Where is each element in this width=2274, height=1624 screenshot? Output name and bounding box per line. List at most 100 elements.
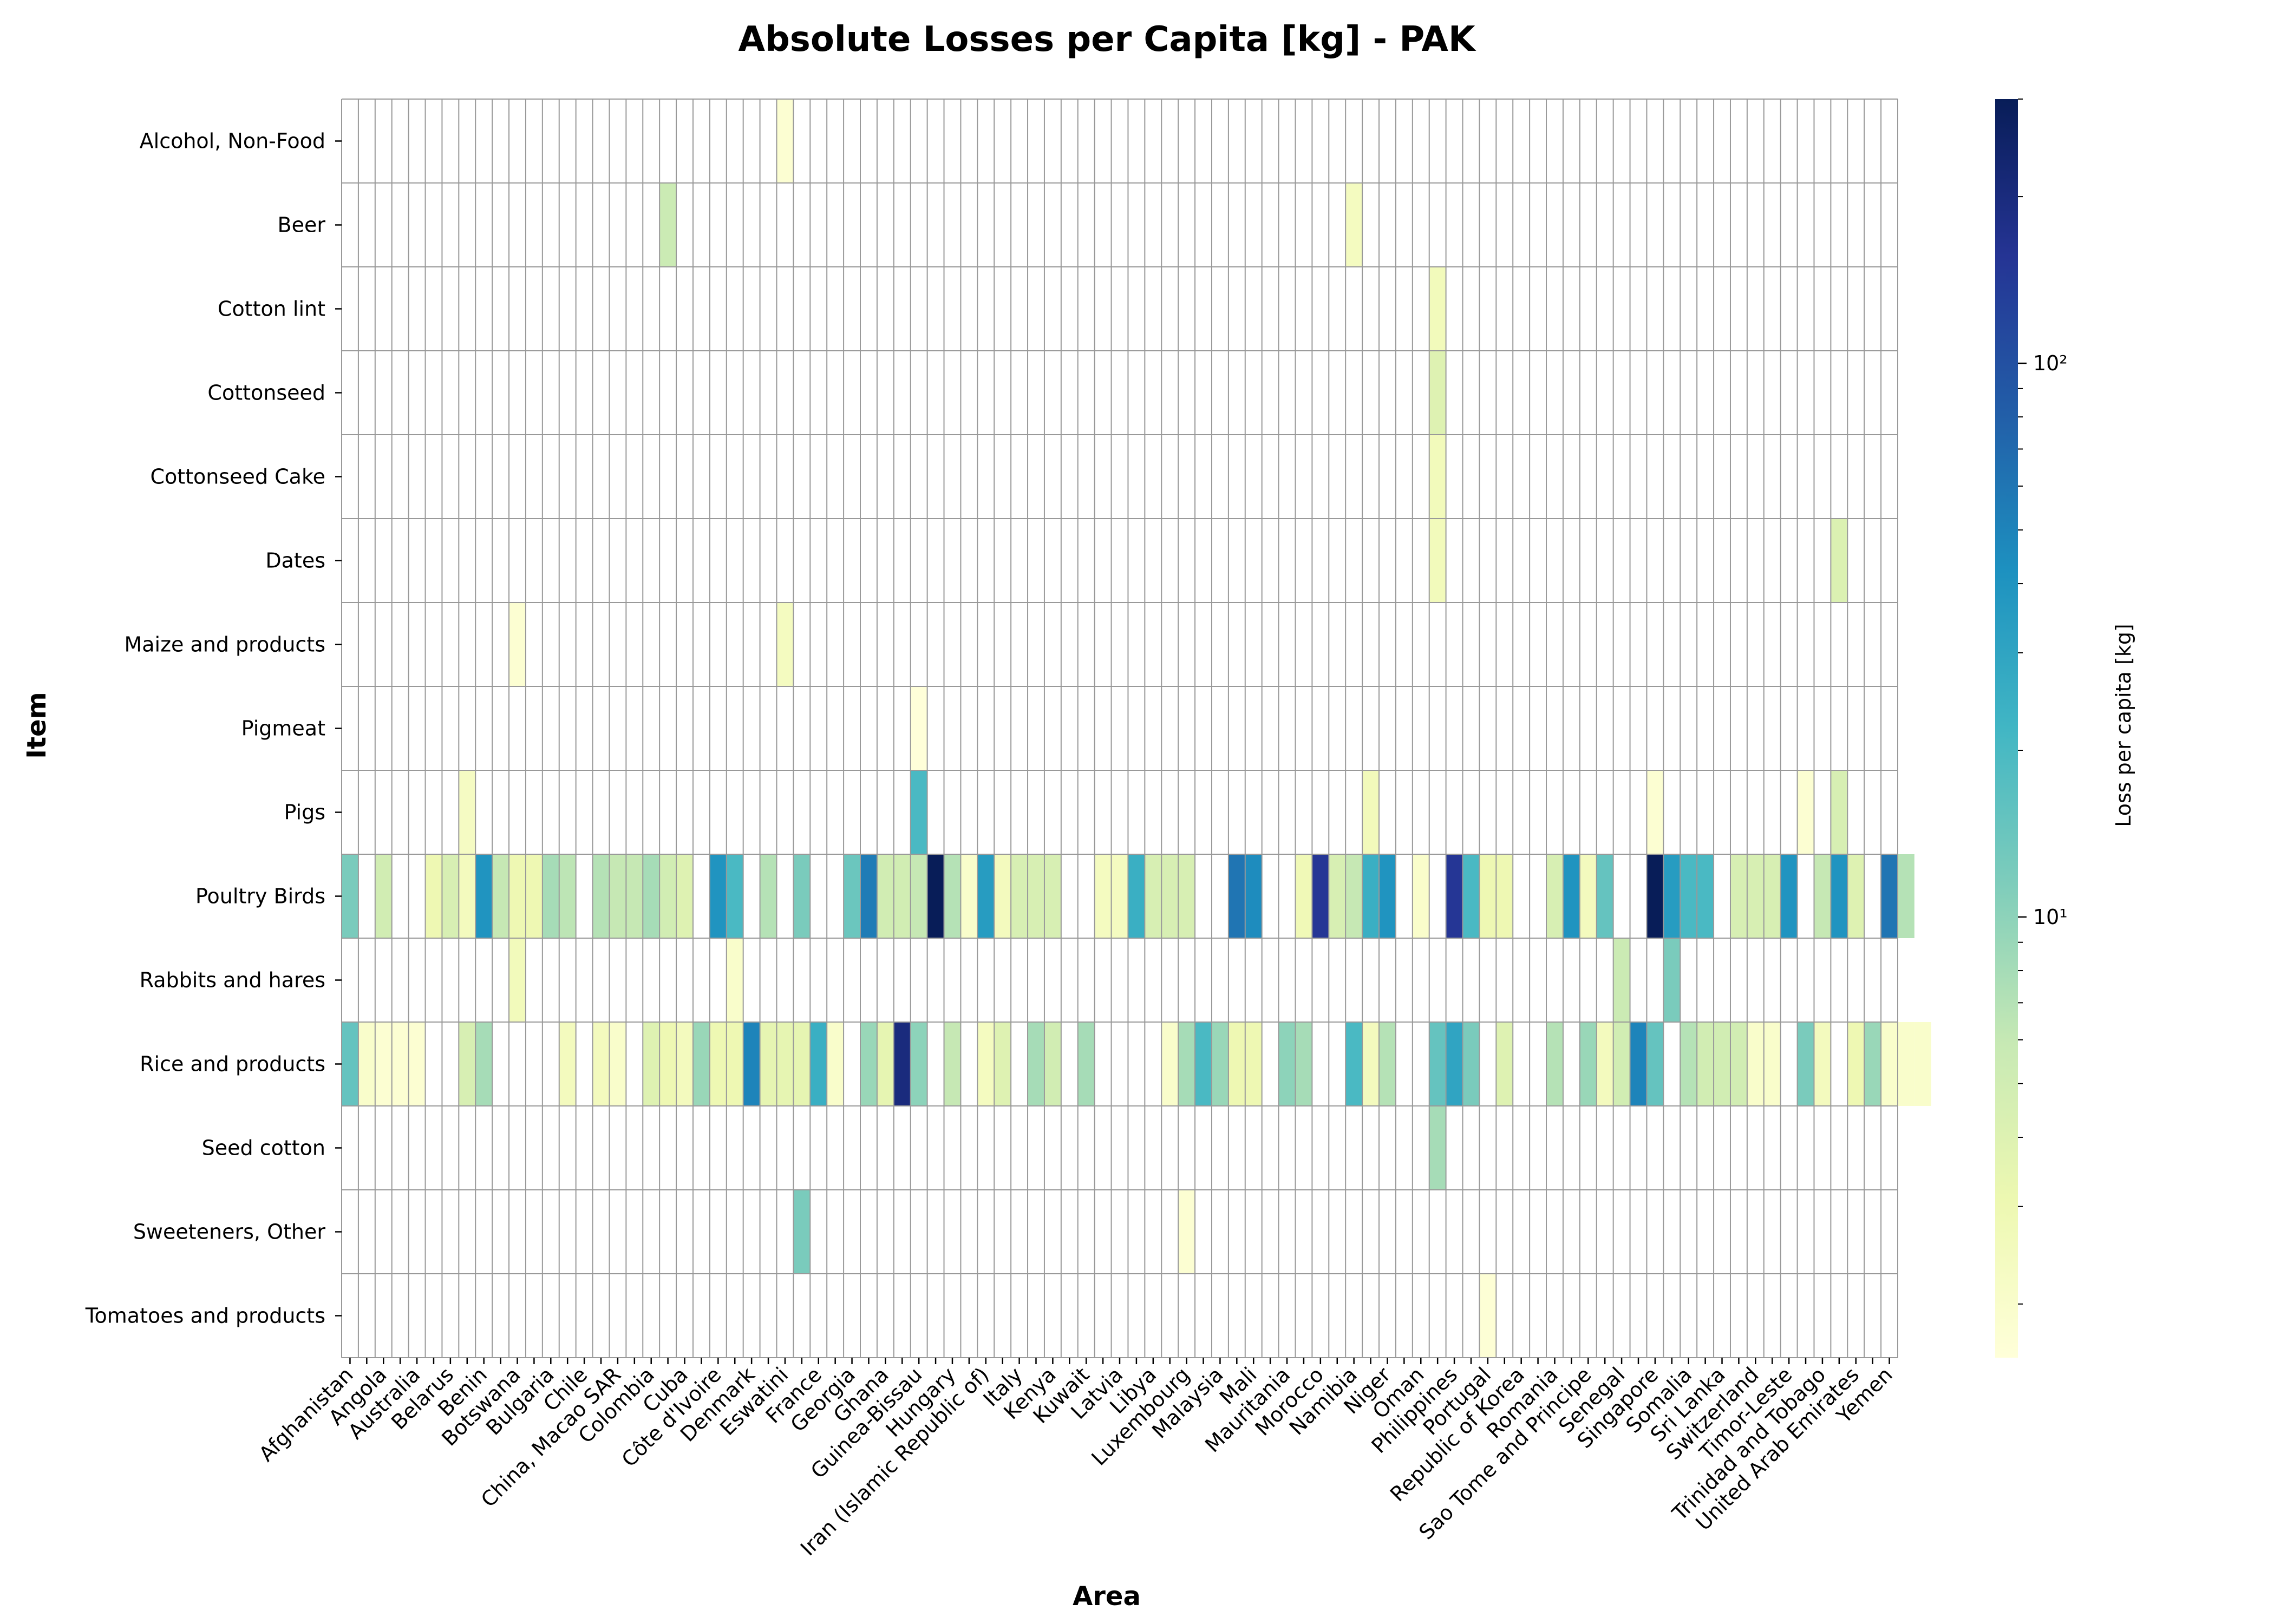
heatmap-cell — [810, 686, 827, 770]
heatmap-cell — [1011, 519, 1028, 603]
heatmap-cell — [1479, 99, 1497, 183]
heatmap-cell — [676, 1190, 693, 1274]
heatmap-cell — [1462, 938, 1480, 1022]
heatmap-cell — [844, 1274, 860, 1358]
heatmap-cell — [1379, 1274, 1396, 1358]
heatmap-cell — [1329, 938, 1346, 1022]
heatmap-cell — [1329, 99, 1346, 183]
heatmap-cell — [1061, 267, 1078, 351]
heatmap-cell — [1379, 267, 1396, 351]
heatmap-cell — [592, 519, 610, 603]
y-tick-label: Sweeteners, Other — [133, 1220, 326, 1244]
heatmap-cell — [425, 435, 442, 519]
heatmap-cell — [1345, 1022, 1363, 1106]
heatmap-cell — [743, 519, 760, 603]
heatmap-cell — [1044, 183, 1061, 267]
heatmap-cell — [893, 519, 911, 603]
heatmap-cell — [1446, 686, 1463, 770]
heatmap-cell — [609, 1274, 626, 1358]
heatmap-cell — [509, 1274, 526, 1358]
heatmap-cell — [1847, 686, 1865, 770]
heatmap-cell — [1128, 603, 1145, 686]
heatmap-cell — [1211, 435, 1229, 519]
heatmap-cell — [877, 854, 894, 938]
heatmap-cell — [1596, 1190, 1613, 1274]
heatmap-cell — [1579, 99, 1597, 183]
heatmap-cell — [944, 99, 961, 183]
heatmap-cell — [408, 1106, 426, 1190]
heatmap-cell — [1714, 1106, 1730, 1190]
heatmap-cell — [1462, 1106, 1480, 1190]
heatmap-cell — [342, 1274, 358, 1358]
heatmap-cell — [425, 1274, 442, 1358]
heatmap-cell — [1814, 351, 1831, 435]
heatmap-cell — [726, 435, 743, 519]
heatmap-cell — [1429, 686, 1446, 770]
heatmap-cell — [1178, 1190, 1195, 1274]
heatmap-cell — [1714, 770, 1730, 854]
heatmap-cell — [1094, 1274, 1112, 1358]
heatmap-cell — [1479, 435, 1497, 519]
heatmap-cell — [391, 99, 409, 183]
heatmap-cell — [977, 854, 995, 938]
heatmap-cell — [1780, 1274, 1798, 1358]
heatmap-cell — [1513, 1190, 1530, 1274]
heatmap-cell — [1814, 1190, 1831, 1274]
heatmap-cell — [1847, 938, 1865, 1022]
heatmap-cell — [1295, 351, 1312, 435]
heatmap-cell — [1295, 99, 1312, 183]
heatmap-cell — [1630, 435, 1647, 519]
heatmap-cell — [810, 99, 827, 183]
heatmap-cell — [1094, 1022, 1112, 1106]
heatmap-cell — [1412, 435, 1429, 519]
heatmap-cell — [1077, 854, 1095, 938]
heatmap-cell — [1111, 686, 1128, 770]
heatmap-cell — [659, 603, 677, 686]
heatmap-cell — [1278, 603, 1296, 686]
heatmap-cell — [1195, 1274, 1212, 1358]
heatmap-cell — [927, 1022, 944, 1106]
heatmap-cell — [1513, 603, 1530, 686]
heatmap-cell — [1262, 1022, 1279, 1106]
heatmap-cell — [1061, 351, 1078, 435]
heatmap-cell — [408, 686, 426, 770]
heatmap-cell — [1630, 1274, 1647, 1358]
heatmap-cell — [592, 854, 610, 938]
heatmap-cell — [659, 938, 677, 1022]
heatmap-cell — [1228, 519, 1245, 603]
heatmap-cell — [1714, 1190, 1730, 1274]
heatmap-cell — [1613, 519, 1630, 603]
heatmap-cell — [509, 770, 526, 854]
heatmap-cell — [1697, 1190, 1714, 1274]
heatmap-cell — [358, 267, 375, 351]
heatmap-cell — [709, 267, 727, 351]
heatmap-cell — [1195, 770, 1212, 854]
heatmap-cell — [844, 1106, 860, 1190]
heatmap-cell — [1094, 686, 1112, 770]
heatmap-cell — [1831, 854, 1848, 938]
heatmap-cell — [643, 1190, 660, 1274]
heatmap-cell — [1412, 99, 1429, 183]
heatmap-cell — [1044, 351, 1061, 435]
heatmap-cell — [1245, 435, 1262, 519]
heatmap-cell — [1345, 267, 1363, 351]
heatmap-cell — [609, 1190, 626, 1274]
heatmap-cell — [1195, 435, 1212, 519]
heatmap-cell — [692, 1022, 710, 1106]
heatmap-cell — [944, 351, 961, 435]
heatmap-cell — [1278, 686, 1296, 770]
heatmap-cell — [743, 1274, 760, 1358]
heatmap-cell — [776, 99, 794, 183]
heatmap-cell — [1814, 183, 1831, 267]
heatmap-cell — [1714, 351, 1730, 435]
heatmap-cell — [1496, 854, 1513, 938]
heatmap-cell — [1596, 351, 1613, 435]
heatmap-cell — [1546, 1106, 1563, 1190]
heatmap-cell — [1245, 1190, 1262, 1274]
heatmap-cell — [1362, 183, 1379, 267]
heatmap-cell — [1630, 1106, 1647, 1190]
heatmap-cell — [760, 1022, 777, 1106]
heatmap-cell — [391, 1190, 409, 1274]
heatmap-cell — [1245, 183, 1262, 267]
heatmap-cell — [609, 1106, 626, 1190]
